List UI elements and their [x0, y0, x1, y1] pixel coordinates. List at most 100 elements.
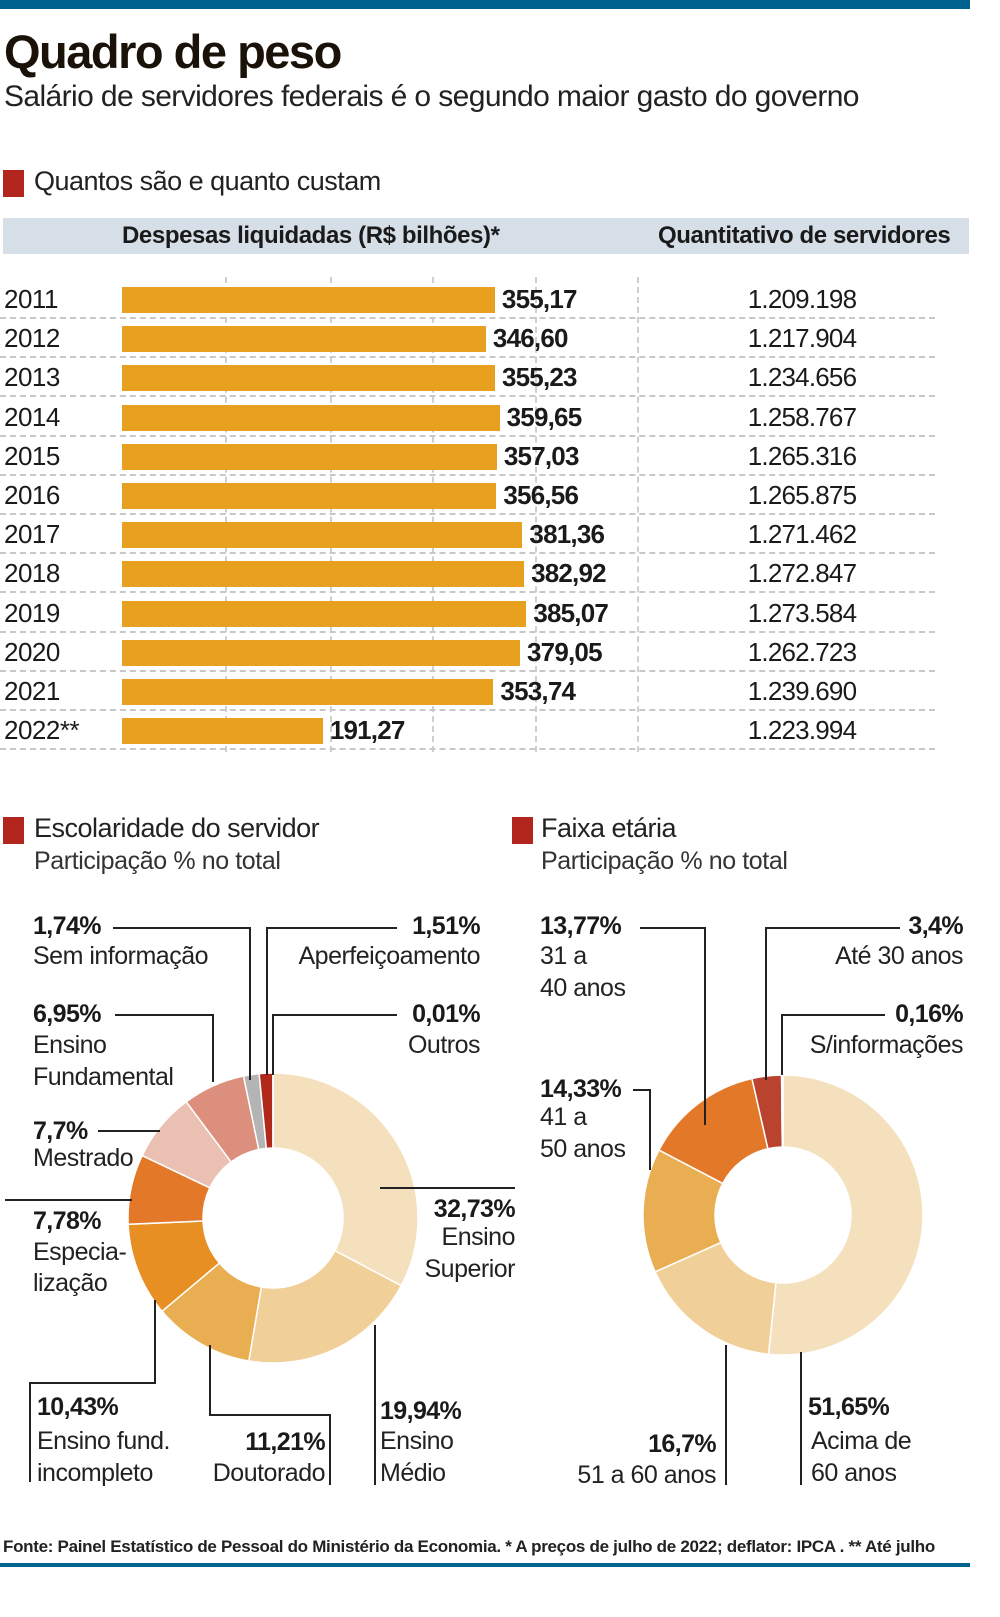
- year-label: 2022**: [4, 715, 80, 746]
- label-51-60: 51 a 60 anos: [577, 1461, 716, 1489]
- label-superior-2: Superior: [424, 1255, 516, 1283]
- year-label: 2018: [4, 558, 60, 589]
- label-superior-pct: 32,73%: [433, 1195, 516, 1223]
- row-divider: [0, 669, 935, 672]
- label-acima-60-1: Acima de: [811, 1427, 912, 1455]
- label-outros: Outros: [407, 1031, 481, 1059]
- page-title: Quadro de peso: [4, 25, 342, 78]
- year-label: 2017: [4, 519, 60, 550]
- bar-value-label: 356,56: [503, 480, 579, 510]
- label-sem-info-pct: 0,16%: [895, 1000, 963, 1028]
- section-title-faixa-etaria: Faixa etária: [541, 813, 677, 843]
- label-51-60-pct: 16,7%: [648, 1430, 716, 1458]
- label-fundamental-pct: 6,95%: [33, 1000, 101, 1028]
- label-41-50-1: 41 a: [540, 1103, 587, 1131]
- bar-value-label: 379,05: [527, 636, 603, 667]
- label-outros-pct: 0,01%: [412, 1000, 480, 1028]
- label-31-40-2: 40 anos: [540, 974, 626, 1002]
- servidores-count: 1.273.584: [747, 597, 857, 628]
- year-label: 2021: [4, 676, 60, 706]
- table-header-band: [3, 218, 969, 254]
- top-brand-bar: [0, 0, 970, 9]
- leader-line: [640, 927, 706, 1125]
- row-divider: [0, 473, 935, 476]
- label-31-40-pct: 13,77%: [540, 912, 622, 940]
- bar-value-label: 355,17: [501, 284, 578, 314]
- row-divider: [0, 709, 935, 711]
- leader-line: [29, 1300, 156, 1482]
- row-divider: [0, 434, 935, 437]
- bar-value-label: 353,74: [500, 676, 576, 706]
- servidores-count: 1.271.462: [747, 519, 857, 550]
- section-subtitle-escolaridade: Participação % no total: [34, 847, 281, 875]
- label-superior-1: Ensino: [441, 1223, 516, 1251]
- bar-2020: [122, 639, 520, 666]
- label-doutorado: Doutorado: [212, 1459, 326, 1487]
- donut-faixa-etaria: [642, 1074, 924, 1356]
- label-especializacao-pct: 7,78%: [33, 1207, 101, 1235]
- servidores-count: 1.265.316: [747, 440, 857, 471]
- leader-lines: [5, 927, 900, 1485]
- label-mestrado-pct: 7,7%: [33, 1117, 88, 1145]
- bar-value-label: 385,07: [533, 597, 609, 628]
- page-subtitle: Salário de servidores federais é o segun…: [4, 80, 859, 113]
- label-sem-informacao: Sem informação: [33, 942, 209, 970]
- bar-value-label: 346,60: [492, 323, 569, 354]
- donut-slice-s-informa-es: [780, 1074, 784, 1148]
- bar-2021: [122, 679, 494, 705]
- servidores-count: 1.223.994: [747, 715, 857, 746]
- label-doutorado-pct: 11,21%: [245, 1428, 325, 1456]
- donut-slice-ensino-superior: [272, 1072, 419, 1287]
- label-fund-incompleto-pct: 10,43%: [37, 1393, 119, 1421]
- section-subtitle-faixa-etaria: Participação % no total: [541, 847, 788, 875]
- bar-2011: [122, 287, 495, 313]
- year-label: 2019: [4, 597, 60, 628]
- row-divider: [0, 395, 935, 398]
- label-ate-30-pct: 3,4%: [908, 912, 963, 940]
- bar-value-label: 355,23: [501, 362, 578, 393]
- label-ate-30: Até 30 anos: [835, 942, 963, 970]
- year-label: 2020: [4, 636, 60, 667]
- year-label: 2013: [4, 362, 60, 393]
- bar-2016: [122, 483, 497, 509]
- servidores-count: 1.272.847: [747, 558, 857, 589]
- bar-value-label: 359,65: [506, 401, 583, 432]
- leader-line: [113, 927, 251, 1080]
- servidores-count: 1.217.904: [747, 323, 857, 354]
- leader-line: [266, 927, 397, 1075]
- section-marker: [512, 817, 533, 844]
- servidores-count: 1.239.690: [747, 676, 857, 706]
- bar-2019: [122, 600, 527, 627]
- donut-slice-acima-de-60-anos: [767, 1074, 924, 1356]
- row-divider: [0, 630, 935, 633]
- bar-2022: [122, 718, 323, 745]
- label-fundamental-2: Fundamental: [33, 1063, 174, 1091]
- section-marker: [3, 817, 24, 844]
- label-especializacao-2: lização: [33, 1269, 108, 1297]
- label-fund-incompleto-2: incompleto: [37, 1459, 153, 1487]
- row-divider: [0, 748, 935, 751]
- label-aperfeicoamento: Aperfeiçoamento: [298, 942, 480, 970]
- bar-2014: [122, 404, 500, 431]
- label-acima-60-pct: 51,65%: [808, 1393, 890, 1421]
- year-label: 2015: [4, 440, 60, 471]
- bar-value-label: 381,36: [529, 519, 605, 550]
- bar-2017: [122, 522, 523, 549]
- label-31-40-1: 31 a: [540, 942, 587, 970]
- leader-line: [272, 1014, 397, 1075]
- row-divider: [0, 591, 935, 594]
- bar-value-label: 191,27: [329, 715, 406, 746]
- label-fund-incompleto-1: Ensino fund.: [37, 1427, 171, 1455]
- year-label: 2016: [4, 480, 60, 510]
- section-title-table: Quantos são e quanto custam: [34, 166, 381, 196]
- row-divider: [0, 552, 935, 555]
- row-divider: [0, 356, 935, 359]
- section-marker: [3, 170, 24, 197]
- label-acima-60-2: 60 anos: [811, 1459, 897, 1487]
- year-label: 2012: [4, 323, 60, 354]
- row-divider: [0, 513, 935, 515]
- bar-2012: [122, 326, 486, 353]
- leader-line: [633, 1089, 651, 1170]
- label-fundamental-1: Ensino: [33, 1031, 107, 1059]
